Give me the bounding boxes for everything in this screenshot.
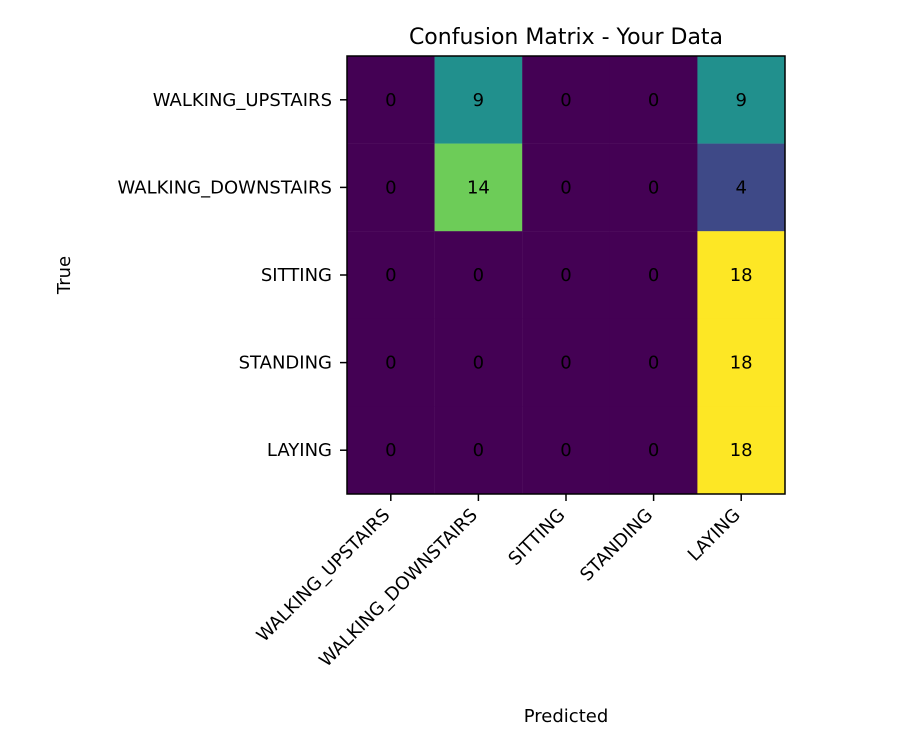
heatmap-cell [609,143,698,232]
x-tick-label: STANDING [576,505,657,586]
x-tick-label: SITTING [504,505,569,570]
heatmap-cell [434,231,523,319]
heatmap-cell-label: 0 [385,265,396,286]
heatmap-cell-label: 14 [467,177,490,198]
heatmap-cells [347,56,786,495]
heatmap-cell [522,231,610,319]
heatmap-cell-label: 0 [473,265,484,286]
chart-title: Confusion Matrix - Your Data [409,25,723,50]
heatmap-cell-label: 0 [385,353,396,374]
heatmap-cell [697,406,786,495]
heatmap-cell-label: 0 [560,265,571,286]
heatmap-cell [522,143,610,232]
y-tick-label: WALKING_UPSTAIRS [153,90,332,111]
heatmap-cell-label: 0 [560,353,571,374]
heatmap-cell-label: 0 [560,177,571,198]
heatmap-cell-label: 4 [735,177,746,198]
heatmap-cell [347,143,435,232]
heatmap-cell-label: 0 [648,90,659,111]
heatmap-cell [522,406,610,495]
heatmap-cell-label: 9 [473,90,484,111]
heatmap-cell-label: 9 [735,90,746,111]
heatmap-cell [347,406,435,495]
heatmap-cell-label: 18 [730,265,753,286]
heatmap-cell [609,406,698,495]
heatmap-cell-label: 18 [730,353,753,374]
heatmap-cell-label: 0 [648,440,659,461]
heatmap-cell [522,56,610,144]
x-axis-title: Predicted [524,706,609,727]
heatmap-cell [697,231,786,319]
heatmap-cell-label: 0 [385,440,396,461]
y-tick-label: SITTING [261,265,332,286]
heatmap-cell [434,406,523,495]
heatmap-cell-label: 0 [648,265,659,286]
heatmap-cell [609,231,698,319]
y-axis-ticks: WALKING_UPSTAIRS WALKING_DOWNSTAIRS SITTIN… [117,90,347,461]
heatmap-cell [522,318,610,407]
heatmap-cell-label: 0 [385,90,396,111]
heatmap-cell-labels: 0 9 0 0 9 0 14 0 0 4 0 0 0 0 18 0 0 0 0 18 0 0 0 0 18 [385,90,753,461]
y-tick-label: LAYING [267,440,332,461]
heatmap-cell-label: 0 [560,440,571,461]
heatmap-cell-label: 0 [473,353,484,374]
heatmap-cell [347,231,435,319]
heatmap-cell [434,56,523,144]
heatmap-cell [434,318,523,407]
heatmap-cell [609,318,698,407]
heatmap-cell [697,56,786,144]
heatmap-cell [609,56,698,144]
heatmap-cell-label: 0 [385,177,396,198]
heatmap-cell-label: 0 [648,177,659,198]
heatmap-cell-label: 0 [473,440,484,461]
y-tick-label: WALKING_DOWNSTAIRS [117,177,332,198]
heatmap-cell-label: 0 [560,90,571,111]
y-tick-label: STANDING [239,353,332,374]
x-tick-label: LAYING [684,505,745,566]
heatmap-cell [697,143,786,232]
heatmap-cell [347,318,435,407]
y-axis-title: True [54,256,75,295]
heatmap-cell-label: 18 [730,440,753,461]
heatmap-cell [697,318,786,407]
heatmap-cell [347,56,435,144]
x-tick-label: WALKING_DOWNSTAIRS [315,505,482,672]
heatmap-cell [434,143,523,232]
heatmap-cell-label: 0 [648,353,659,374]
